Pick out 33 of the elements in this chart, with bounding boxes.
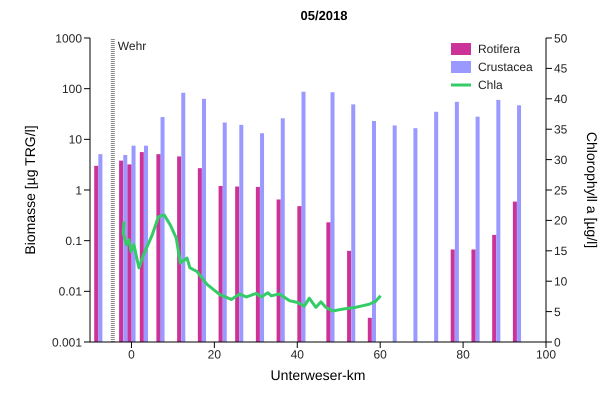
y2-tick-label: 40 — [554, 92, 568, 106]
y-tick-label: 100 — [62, 82, 82, 96]
y-tick-label: 10 — [68, 132, 82, 147]
y2-tick-label: 45 — [554, 62, 568, 76]
x-tick-label: 60 — [374, 348, 388, 362]
y2-tick-label: 50 — [554, 31, 568, 46]
y2-tick-label: 30 — [554, 152, 568, 167]
legend-label: Chla — [478, 78, 503, 92]
y-tick-label: 0.001 — [52, 335, 82, 350]
y2-tick-label: 20 — [554, 214, 568, 228]
line-series — [122, 213, 382, 312]
y-tick-label: 1 — [75, 183, 82, 198]
y-tick-label: 0.01 — [58, 284, 82, 299]
y2-axis-title: Chlorophyll a [µg/l] — [584, 132, 600, 248]
y2-tick-label: 5 — [554, 304, 561, 319]
legend-label: Rotifera — [478, 42, 520, 56]
x-tick-label: 100 — [536, 348, 556, 362]
y-tick-label: 0.1 — [65, 234, 82, 248]
x-tick-label: 0 — [128, 348, 136, 362]
chart-title: 05/2018 — [300, 8, 348, 25]
x-tick-label: 80 — [456, 348, 470, 362]
y2-tick-label: 35 — [554, 122, 568, 136]
y2-tick-label: 15 — [554, 244, 568, 258]
y-axis-title: Biomasse [µg TRG/l] — [22, 125, 38, 255]
y2-tick-label: 25 — [554, 183, 568, 198]
x-tick-label: 40 — [290, 348, 304, 362]
y2-tick-label: 10 — [554, 274, 568, 288]
y2-tick-label: 0 — [554, 335, 561, 350]
legend-label: Crustacea — [478, 60, 533, 74]
ref-line-label: Wehr — [118, 39, 146, 53]
x-tick-label: 20 — [208, 348, 222, 362]
x-axis-title: Unterweser-km — [270, 367, 366, 383]
y-tick-label: 1000 — [55, 31, 82, 46]
